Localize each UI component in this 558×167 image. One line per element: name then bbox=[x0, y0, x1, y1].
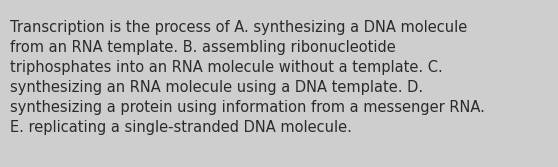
Text: Transcription is the process of A. synthesizing a DNA molecule
from an RNA templ: Transcription is the process of A. synth… bbox=[10, 20, 485, 135]
